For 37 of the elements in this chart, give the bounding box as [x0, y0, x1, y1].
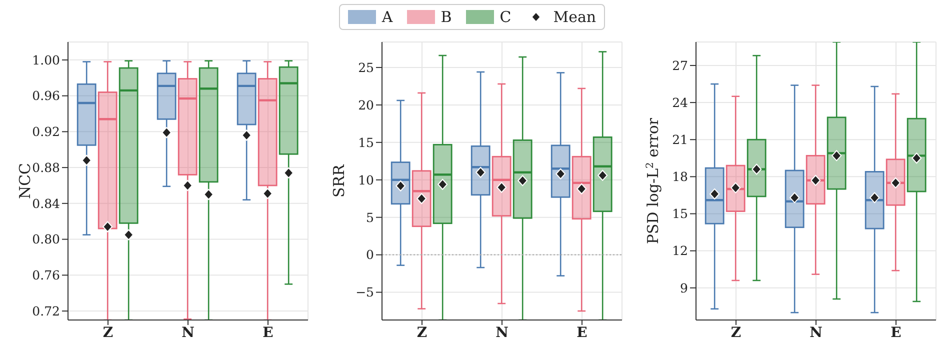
y-tick-label: 0.96 — [32, 88, 60, 104]
y-tick-label: 5 — [366, 210, 374, 225]
x-tick-label: E — [576, 324, 588, 341]
y-tick-label: 15 — [672, 206, 688, 222]
y-tick-label: 15 — [358, 134, 374, 150]
y-tick-label: 18 — [672, 169, 688, 184]
y-tick-label: 0.88 — [32, 160, 60, 175]
y-tick-label: 10 — [358, 172, 374, 188]
y-tick-label: 0.76 — [32, 268, 60, 283]
legend-label: C — [500, 8, 512, 26]
x-tick-label: Z — [416, 324, 428, 341]
x-tick-label: E — [262, 324, 274, 341]
y-tick-label: 27 — [672, 58, 688, 73]
y-tick-label: 0.80 — [32, 232, 60, 247]
y-tick-label: 9 — [680, 280, 688, 296]
y-tick-label: 0.92 — [32, 124, 60, 140]
x-tick-label: N — [810, 324, 823, 341]
y-tick-label: 0.72 — [32, 303, 60, 318]
x-tick-label: N — [182, 324, 195, 341]
y-axis-title: SRR — [330, 164, 348, 198]
x-tick-label: Z — [730, 324, 742, 341]
y-tick-label: 21 — [672, 132, 688, 148]
legend-label: Mean — [553, 8, 596, 26]
y-tick-label: 20 — [358, 97, 374, 112]
y-tick-label: −5 — [356, 284, 374, 300]
y-axis-title: NCC — [16, 162, 34, 200]
y-tick-label: 25 — [358, 60, 374, 75]
x-tick-label: E — [890, 324, 902, 341]
y-tick-label: 0 — [366, 247, 374, 262]
legend-label: A — [382, 8, 393, 26]
y-tick-label: 12 — [672, 243, 688, 258]
x-tick-label: Z — [102, 324, 114, 341]
y-tick-label: 0.84 — [32, 196, 60, 211]
y-tick-label: 1.00 — [32, 52, 60, 68]
legend-label: B — [440, 8, 452, 26]
x-tick-label: N — [496, 324, 509, 341]
y-tick-label: 24 — [672, 94, 688, 110]
